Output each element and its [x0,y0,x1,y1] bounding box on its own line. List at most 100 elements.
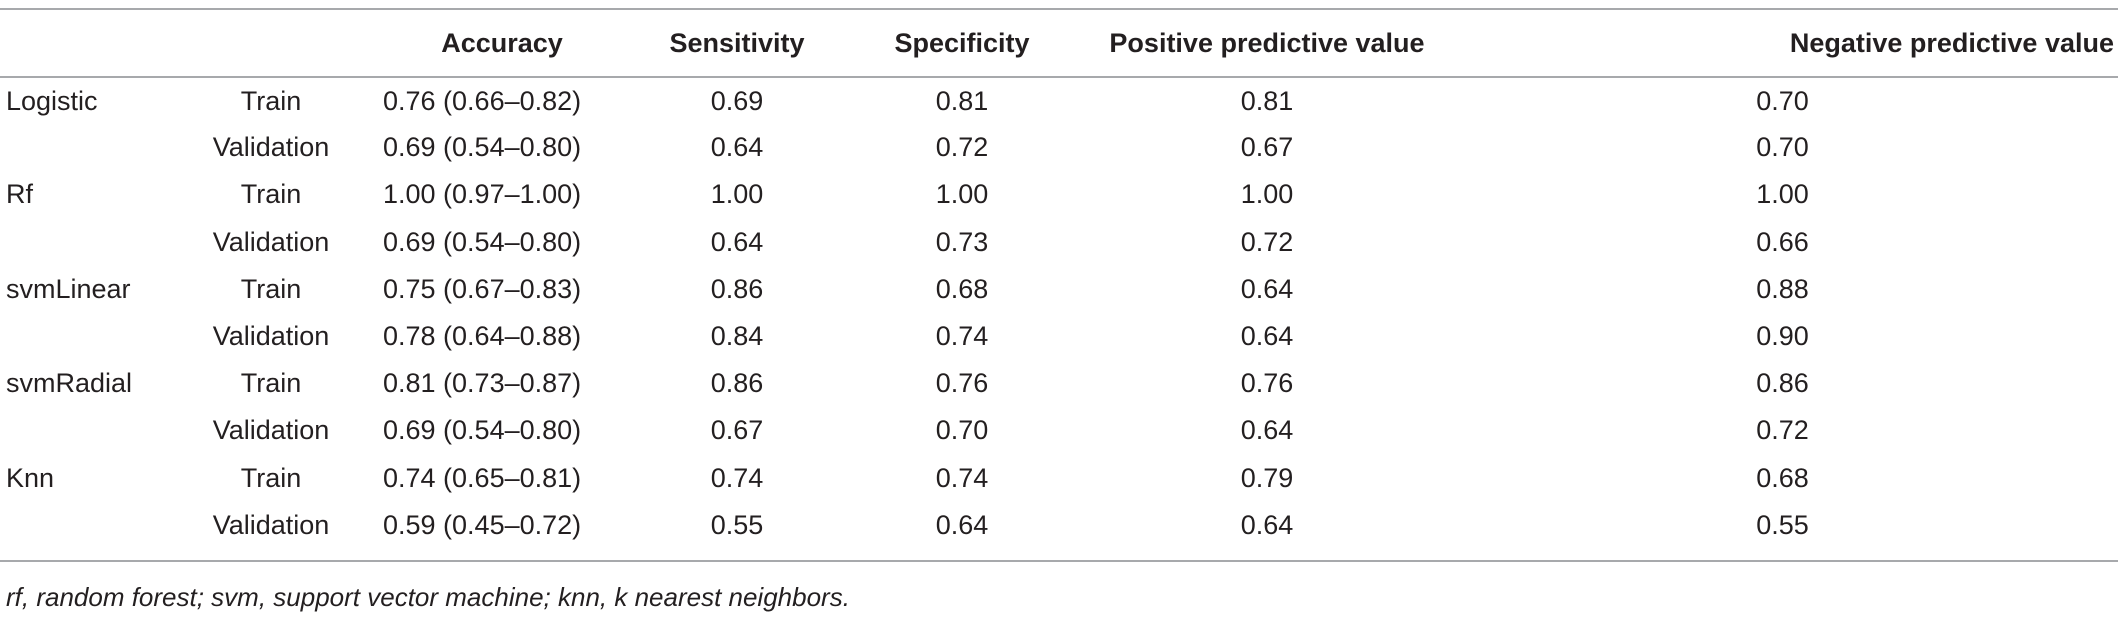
rule-cell [0,548,175,562]
cell-accuracy: 1.00 (0.97–1.00) [383,179,582,210]
cell-set: Validation [212,415,330,446]
cell-sensitivity: 0.86 [710,273,764,304]
table-footnote: rf, random forest; svm, support vector m… [6,582,850,612]
cell-set: Validation [212,132,330,163]
table-row: svmRadial Train 0.81 (0.73–0.87) 0.86 0.76 0.… [0,360,2118,407]
header-model [0,8,175,78]
cell-ppv: 0.67 [1240,132,1294,163]
header-sensitivity: Sensitivity [637,8,837,78]
cell-ppv: 0.64 [1240,321,1294,352]
cell-sensitivity: 0.86 [710,368,764,399]
cell-specificity: 0.68 [935,273,989,304]
cell-specificity: 0.72 [935,132,989,163]
header-npv: Negative predictive value [1447,8,2118,78]
rule-cell [1447,548,2118,562]
cell-sensitivity: 0.74 [710,462,764,493]
cell-set: Validation [212,226,330,257]
cell-set: Train [240,273,302,304]
cell-accuracy: 0.69 (0.54–0.80) [383,132,582,163]
table-body: Logistic Train 0.76 (0.66–0.82) 0.69 0.81 0.8… [0,77,2118,562]
cell-ppv: 0.64 [1240,509,1294,540]
cell-npv: 0.66 [1756,226,1809,257]
cell-accuracy: 0.69 (0.54–0.80) [383,226,582,257]
cell-sensitivity: 0.69 [710,85,764,116]
rule-cell [1087,548,1447,562]
cell-sensitivity: 0.64 [710,132,764,163]
cell-set: Train [240,179,302,210]
cell-ppv: 0.76 [1240,368,1294,399]
cell-npv: 0.90 [1756,321,1809,352]
cell-sensitivity: 0.64 [710,226,764,257]
cell-sensitivity: 0.84 [710,321,764,352]
table-header: Accuracy Sensitivity Specificity Positiv… [0,8,2118,78]
cell-set: Validation [212,509,330,540]
cell-model: Knn [6,462,55,493]
cell-specificity: 0.73 [935,226,989,257]
cell-accuracy: 0.69 (0.54–0.80) [383,415,582,446]
cell-accuracy: 0.59 (0.45–0.72) [383,509,582,540]
table-row: Validation 0.69 (0.54–0.80) 0.67 0.70 0.64 0.… [0,407,2118,454]
cell-accuracy: 0.78 (0.64–0.88) [383,321,582,352]
cell-model: svmRadial [6,368,133,399]
cell-ppv: 0.72 [1240,226,1294,257]
cell-ppv: 0.81 [1240,85,1294,116]
cell-npv: 0.70 [1756,132,1809,163]
header-set [175,8,367,78]
cell-specificity: 1.00 [935,179,989,210]
cell-set: Train [240,462,302,493]
cell-model [0,502,175,549]
cell-npv: 0.55 [1756,509,1809,540]
cell-specificity: 0.74 [935,321,989,352]
header-ppv: Positive predictive value [1087,8,1447,78]
table-row: Knn Train 0.74 (0.65–0.81) 0.74 0.74 0.79 0.68 [0,455,2118,502]
rule-cell [175,548,367,562]
rule-cell [837,548,1087,562]
header-specificity: Specificity [837,8,1087,78]
cell-ppv: 0.79 [1240,462,1294,493]
cell-npv: 0.70 [1756,85,1809,116]
cell-ppv: 0.64 [1240,273,1294,304]
cell-model [0,313,175,360]
header-accuracy: Accuracy [367,8,637,78]
cell-npv: 0.86 [1756,368,1809,399]
cell-accuracy: 0.76 (0.66–0.82) [383,85,582,116]
cell-specificity: 0.70 [935,415,989,446]
cell-accuracy: 0.74 (0.65–0.81) [383,462,582,493]
header-row: Accuracy Sensitivity Specificity Positiv… [0,8,2118,78]
cell-accuracy: 0.75 (0.67–0.83) [383,273,582,304]
cell-set: Train [240,368,302,399]
cell-sensitivity: 0.67 [710,415,764,446]
table-row: Validation 0.69 (0.54–0.80) 0.64 0.72 0.67 0.… [0,124,2118,171]
table-bottom-rule [0,548,2118,562]
table-row: svmLinear Train 0.75 (0.67–0.83) 0.86 0.68 0.… [0,266,2118,313]
cell-npv: 0.72 [1756,415,1809,446]
results-table: Accuracy Sensitivity Specificity Positiv… [0,8,2118,562]
rule-cell [637,548,837,562]
table-row: Logistic Train 0.76 (0.66–0.82) 0.69 0.81 0.8… [0,77,2118,124]
cell-npv: 1.00 [1756,179,1809,210]
cell-npv: 0.68 [1756,462,1809,493]
cell-specificity: 0.64 [935,509,989,540]
cell-ppv: 1.00 [1240,179,1294,210]
table-row: Validation 0.69 (0.54–0.80) 0.64 0.73 0.72 0.… [0,219,2118,266]
cell-model [0,124,175,171]
rule-cell [367,548,637,562]
cell-model: svmLinear [6,273,131,304]
cell-sensitivity: 0.55 [710,509,764,540]
table-row: Validation 0.59 (0.45–0.72) 0.55 0.64 0.64 0.… [0,502,2118,549]
cell-specificity: 0.74 [935,462,989,493]
cell-specificity: 0.76 [935,368,989,399]
cell-model [0,407,175,454]
cell-ppv: 0.64 [1240,415,1294,446]
cell-npv: 0.88 [1756,273,1809,304]
cell-set: Train [240,85,302,116]
cell-model [0,219,175,266]
table-row: Rf Train 1.00 (0.97–1.00) 1.00 1.00 1.00 1.00 [0,171,2118,218]
table-row: Validation 0.78 (0.64–0.88) 0.84 0.74 0.64 0.… [0,313,2118,360]
cell-sensitivity: 1.00 [710,179,764,210]
cell-specificity: 0.81 [935,85,989,116]
cell-model: Rf [6,179,33,210]
cell-accuracy: 0.81 (0.73–0.87) [383,368,582,399]
cell-model: Logistic [6,85,98,116]
